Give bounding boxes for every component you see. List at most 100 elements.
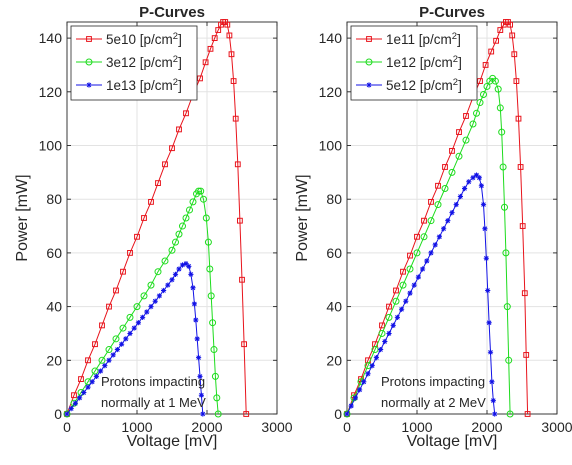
data-point: [106, 303, 112, 310]
data-point: [498, 128, 506, 136]
data-point: [148, 304, 154, 310]
data-point: [105, 346, 113, 354]
data-point: [523, 352, 530, 358]
data-point: [239, 276, 245, 283]
y-tick-label: 40: [46, 299, 62, 315]
data-point: [197, 187, 205, 195]
data-point: [93, 373, 99, 380]
legend-entry: 1e12 [p/cm2]: [356, 54, 462, 70]
axes-box: [66, 21, 278, 415]
data-point: [71, 392, 77, 399]
legend-label: 1e13 [p/cm2]: [106, 77, 182, 93]
legend-entry: 5e10 [p/cm2]: [76, 31, 182, 47]
y-tick-label: 0: [334, 406, 342, 422]
data-point: [168, 246, 176, 254]
data-point: [169, 277, 175, 283]
data-point: [499, 163, 507, 171]
data-point: [521, 290, 528, 297]
y-tick-label: 20: [326, 352, 342, 368]
data-point: [211, 372, 219, 380]
data-point: [507, 21, 514, 28]
data-point: [81, 389, 87, 396]
y-axis-label: Power [mW]: [14, 174, 31, 261]
data-point: [64, 411, 70, 417]
data-point: [63, 410, 71, 418]
legend-label-superscript: 2: [173, 31, 178, 42]
data-point: [226, 32, 233, 39]
data-point: [190, 285, 196, 291]
y-tick-label: 140: [319, 30, 343, 46]
data-point: [485, 287, 491, 294]
data-point: [207, 45, 214, 52]
data-point: [462, 136, 470, 144]
data-point: [513, 78, 520, 84]
legend-label-superscript: 2: [453, 54, 458, 65]
data-point: [407, 290, 413, 296]
axes-box: [346, 21, 558, 415]
data-point: [378, 346, 384, 353]
data-point: [456, 129, 462, 135]
data-point: [134, 233, 140, 240]
data-point: [230, 78, 237, 84]
data-point: [392, 297, 400, 305]
data-point: [135, 320, 141, 326]
data-point: [524, 411, 531, 417]
data-point: [470, 175, 476, 181]
legend-label-superscript: 2: [452, 31, 457, 42]
legend-label-text: 1e13 [p/cm: [106, 78, 173, 93]
data-point: [176, 126, 182, 133]
data-point: [385, 313, 393, 321]
data-point: [463, 113, 469, 119]
data-point: [503, 303, 511, 311]
data-point: [493, 37, 500, 44]
data-point: [480, 201, 487, 208]
y-axis-label: Power [mW]: [294, 174, 311, 261]
data-point: [213, 394, 221, 402]
legend-label: 3e12 [p/cm2]: [106, 54, 182, 70]
data-point: [211, 35, 218, 42]
annotation-text: Protons impacting: [381, 374, 485, 389]
data-point: [214, 410, 222, 418]
data-point: [86, 82, 92, 88]
legend-entry: 1e11 [p/cm2]: [356, 31, 461, 47]
x-tick-label: 2000: [191, 419, 222, 435]
data-point: [232, 115, 239, 122]
legend-label-text: 5e10 [p/cm: [106, 32, 173, 47]
x-tick-label: 3000: [261, 419, 292, 435]
data-point: [127, 330, 133, 337]
data-point: [85, 357, 91, 364]
data-point: [394, 314, 400, 320]
y-tick-label: 140: [39, 30, 63, 46]
data-point: [113, 287, 119, 294]
data-point: [114, 346, 120, 353]
data-point: [494, 85, 502, 93]
data-point: [148, 198, 154, 205]
data-point: [183, 110, 189, 117]
data-point: [202, 59, 209, 66]
x-tick-label: 1000: [121, 419, 152, 435]
data-point: [477, 78, 483, 84]
data-point: [382, 338, 388, 345]
data-point: [509, 32, 516, 39]
data-point: [483, 82, 491, 90]
data-point: [411, 282, 417, 288]
series-2: [63, 187, 222, 418]
data-point: [482, 62, 489, 68]
x-tick-label: 2000: [471, 419, 502, 435]
data-point: [466, 179, 472, 185]
series-line: [346, 77, 511, 415]
data-point: [161, 287, 167, 294]
data-point: [172, 238, 179, 246]
data-point: [112, 335, 120, 343]
y-tick-label: 120: [39, 84, 63, 100]
data-point: [413, 249, 421, 257]
data-point: [241, 341, 247, 348]
data-point: [207, 292, 215, 300]
data-point: [200, 195, 207, 203]
data-point: [161, 257, 169, 265]
data-point: [182, 214, 190, 222]
data-point: [487, 349, 494, 355]
data-point: [228, 51, 235, 58]
data-point: [131, 325, 137, 331]
